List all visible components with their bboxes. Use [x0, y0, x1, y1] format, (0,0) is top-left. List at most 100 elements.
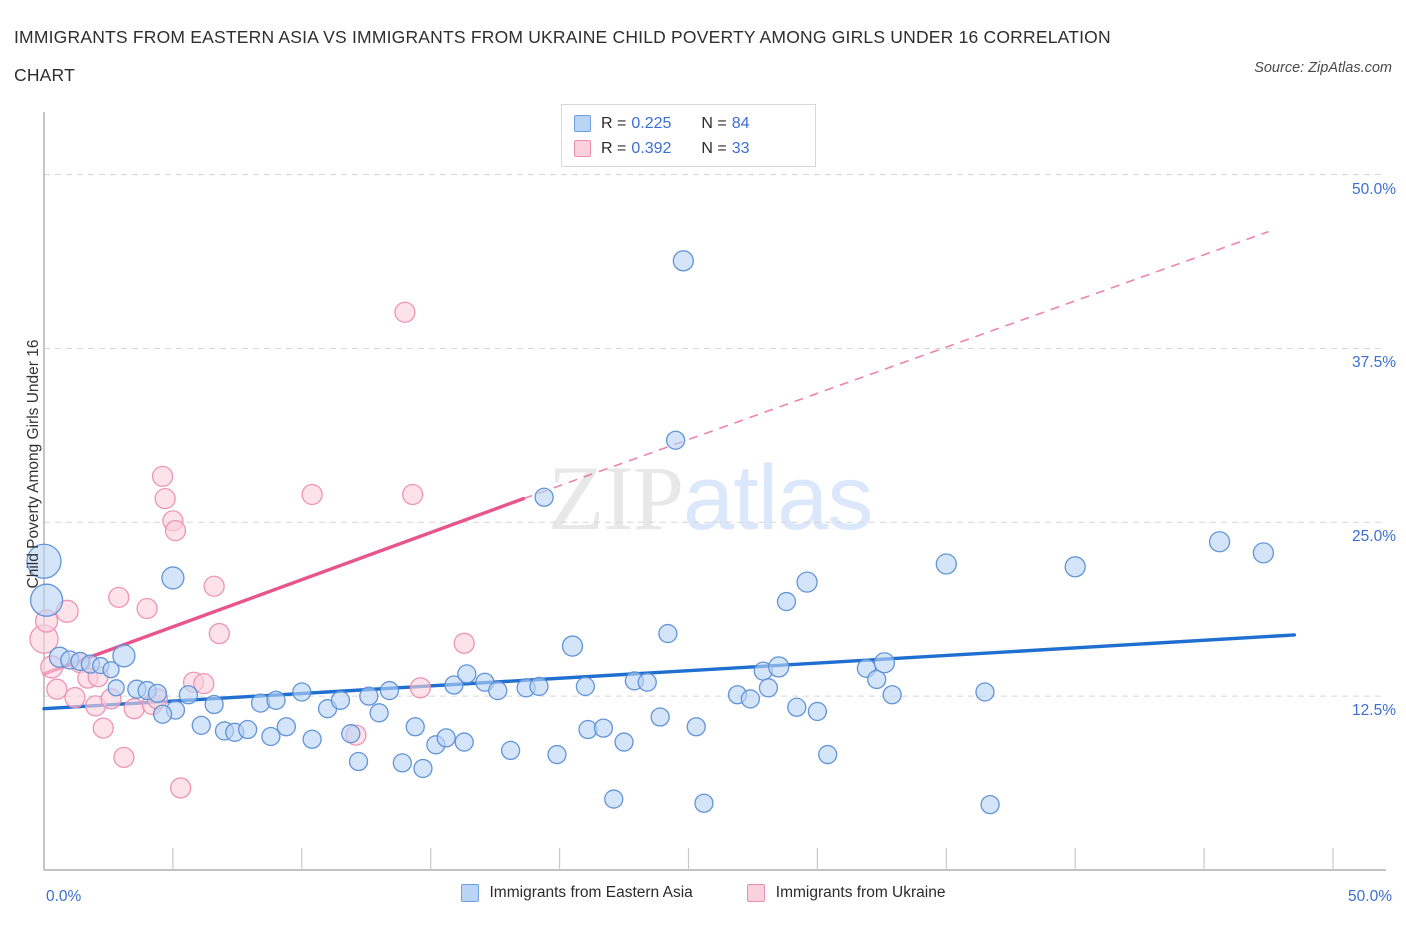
data-point-immigrants-from-ukraine[interactable] — [301, 483, 323, 506]
x-axis-max-label: 50.0% — [1348, 888, 1392, 905]
data-point-immigrants-from-eastern-asia[interactable] — [292, 682, 312, 702]
data-point-immigrants-from-eastern-asia[interactable] — [614, 732, 634, 752]
data-point-immigrants-from-eastern-asia[interactable] — [1208, 531, 1231, 553]
legend-item-ukraine[interactable]: Immigrants from Ukraine — [746, 884, 945, 902]
data-point-immigrants-from-eastern-asia[interactable] — [359, 686, 379, 706]
data-point-immigrants-from-eastern-asia[interactable] — [392, 753, 412, 773]
data-point-immigrants-from-eastern-asia[interactable] — [935, 553, 957, 575]
data-point-immigrants-from-eastern-asia[interactable] — [665, 430, 686, 450]
data-point-immigrants-from-ukraine[interactable] — [453, 632, 475, 654]
data-point-immigrants-from-eastern-asia[interactable] — [575, 676, 596, 697]
data-point-immigrants-from-eastern-asia[interactable] — [107, 679, 125, 697]
data-point-immigrants-from-eastern-asia[interactable] — [341, 724, 361, 744]
data-point-immigrants-from-eastern-asia[interactable] — [672, 250, 694, 272]
data-point-immigrants-from-ukraine[interactable] — [193, 672, 215, 695]
data-point-immigrants-from-eastern-asia[interactable] — [178, 685, 199, 705]
y-axis-tick-label: 50.0% — [1352, 180, 1396, 198]
data-point-immigrants-from-eastern-asia[interactable] — [1064, 556, 1086, 578]
y-axis-tick-label: 37.5% — [1352, 354, 1396, 372]
data-point-immigrants-from-ukraine[interactable] — [151, 465, 174, 488]
data-point-immigrants-from-eastern-asia[interactable] — [547, 744, 567, 765]
y-axis-title: Child Poverty Among Girls Under 16 — [25, 339, 42, 589]
data-point-immigrants-from-ukraine[interactable] — [208, 622, 230, 645]
data-point-immigrants-from-eastern-asia[interactable] — [238, 719, 258, 740]
data-point-immigrants-from-eastern-asia[interactable] — [276, 717, 296, 737]
data-point-immigrants-from-eastern-asia[interactable] — [436, 728, 456, 748]
data-point-immigrants-from-eastern-asia[interactable] — [534, 487, 554, 507]
data-point-immigrants-from-eastern-asia[interactable] — [740, 689, 761, 709]
data-point-immigrants-from-eastern-asia[interactable] — [873, 652, 896, 674]
data-point-immigrants-from-ukraine[interactable] — [402, 483, 424, 506]
data-point-immigrants-from-eastern-asia[interactable] — [405, 717, 425, 737]
data-point-immigrants-from-eastern-asia[interactable] — [768, 656, 790, 678]
data-point-immigrants-from-eastern-asia[interactable] — [1252, 542, 1275, 564]
data-point-immigrants-from-ukraine[interactable] — [394, 301, 416, 323]
data-point-immigrants-from-eastern-asia[interactable] — [261, 726, 281, 747]
data-point-immigrants-from-eastern-asia[interactable] — [454, 732, 474, 752]
data-point-immigrants-from-eastern-asia[interactable] — [204, 694, 224, 715]
data-point-immigrants-from-eastern-asia[interactable] — [658, 623, 678, 644]
data-point-immigrants-from-eastern-asia[interactable] — [818, 744, 838, 765]
data-point-immigrants-from-ukraine[interactable] — [164, 519, 187, 542]
data-point-immigrants-from-ukraine[interactable] — [154, 487, 176, 510]
trendline-extension-immigrants-from-ukraine — [523, 230, 1269, 500]
x-axis-min-label: 0.0% — [46, 888, 82, 905]
data-point-immigrants-from-eastern-asia[interactable] — [369, 703, 389, 723]
data-point-immigrants-from-eastern-asia[interactable] — [604, 789, 624, 809]
data-point-immigrants-from-eastern-asia[interactable] — [529, 676, 549, 697]
data-point-immigrants-from-eastern-asia[interactable] — [686, 717, 706, 737]
data-point-immigrants-from-eastern-asia[interactable] — [102, 661, 120, 679]
data-point-immigrants-from-eastern-asia[interactable] — [26, 543, 62, 579]
data-point-immigrants-from-ukraine[interactable] — [136, 597, 158, 620]
data-point-immigrants-from-eastern-asia[interactable] — [302, 729, 322, 749]
data-point-immigrants-from-eastern-asia[interactable] — [152, 704, 173, 724]
data-point-immigrants-from-eastern-asia[interactable] — [266, 690, 286, 710]
data-point-immigrants-from-eastern-asia[interactable] — [593, 718, 614, 738]
data-point-immigrants-from-ukraine[interactable] — [108, 586, 130, 609]
data-point-immigrants-from-eastern-asia[interactable] — [500, 740, 521, 761]
data-point-immigrants-from-eastern-asia[interactable] — [796, 571, 818, 593]
data-point-immigrants-from-eastern-asia[interactable] — [975, 682, 995, 702]
data-point-immigrants-from-ukraine[interactable] — [203, 575, 225, 597]
data-point-immigrants-from-eastern-asia[interactable] — [787, 697, 807, 717]
data-point-immigrants-from-eastern-asia[interactable] — [776, 591, 797, 612]
data-point-immigrants-from-eastern-asia[interactable] — [758, 678, 779, 698]
trendline-immigrants-from-eastern-asia — [42, 633, 1297, 711]
data-point-immigrants-from-eastern-asia[interactable] — [457, 664, 477, 684]
data-point-immigrants-from-eastern-asia[interactable] — [29, 583, 64, 617]
source-label: Source: ZipAtlas.com — [1254, 60, 1392, 76]
data-point-immigrants-from-ukraine[interactable] — [123, 698, 145, 720]
data-point-immigrants-from-eastern-asia[interactable] — [379, 680, 400, 701]
data-point-immigrants-from-eastern-asia[interactable] — [980, 794, 1000, 815]
data-point-immigrants-from-eastern-asia[interactable] — [112, 644, 136, 668]
series-swatch-ukraine-icon — [574, 140, 591, 157]
data-point-immigrants-from-eastern-asia[interactable] — [637, 672, 657, 692]
data-point-immigrants-from-eastern-asia[interactable] — [694, 793, 714, 813]
data-point-immigrants-from-eastern-asia[interactable] — [650, 707, 670, 727]
data-point-immigrants-from-eastern-asia[interactable] — [191, 715, 211, 736]
data-point-immigrants-from-eastern-asia[interactable] — [561, 635, 584, 657]
data-point-immigrants-from-eastern-asia[interactable] — [867, 669, 887, 690]
data-point-immigrants-from-eastern-asia[interactable] — [807, 701, 828, 722]
legend-swatch-ukraine-icon — [746, 884, 765, 902]
data-point-immigrants-from-eastern-asia[interactable] — [882, 685, 902, 705]
legend-label-eastern-asia: Immigrants from Eastern Asia — [489, 884, 693, 901]
data-point-immigrants-from-eastern-asia[interactable] — [444, 675, 464, 695]
data-point-immigrants-from-eastern-asia[interactable] — [348, 751, 369, 772]
stats-row-ukraine: R = 0.392 N = 33 — [574, 136, 805, 161]
data-point-immigrants-from-ukraine[interactable] — [409, 677, 432, 699]
data-point-immigrants-from-ukraine[interactable] — [113, 746, 135, 768]
r-value-blue: 0.225 — [631, 114, 672, 132]
data-point-immigrants-from-eastern-asia[interactable] — [488, 680, 508, 701]
data-point-immigrants-from-eastern-asia[interactable] — [413, 758, 433, 779]
data-point-immigrants-from-eastern-asia[interactable] — [161, 566, 185, 590]
data-point-immigrants-from-ukraine[interactable] — [169, 777, 192, 799]
legend-item-eastern-asia[interactable]: Immigrants from Eastern Asia — [460, 884, 693, 902]
data-point-immigrants-from-ukraine[interactable] — [64, 686, 86, 709]
data-point-immigrants-from-eastern-asia[interactable] — [330, 690, 351, 710]
data-point-immigrants-from-ukraine[interactable] — [92, 717, 114, 739]
data-point-immigrants-from-ukraine[interactable] — [46, 678, 68, 700]
data-point-immigrants-from-eastern-asia[interactable] — [147, 683, 168, 704]
y-axis-tick-label: 25.0% — [1352, 528, 1396, 546]
